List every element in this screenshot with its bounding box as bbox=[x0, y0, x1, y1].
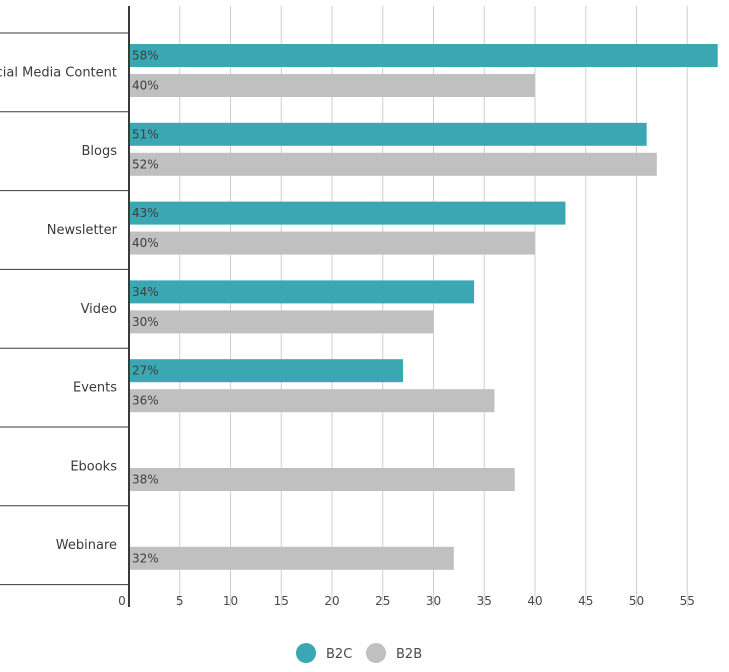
legend-label: B2C bbox=[326, 647, 352, 662]
data-label: 43% bbox=[132, 206, 159, 220]
data-label: 40% bbox=[132, 79, 159, 93]
category-label: Events bbox=[73, 381, 117, 396]
bar-b2b bbox=[130, 74, 535, 97]
legend: B2C B2B bbox=[296, 643, 422, 663]
x-tick-label: 30 bbox=[426, 594, 441, 608]
category-labels: Social Media Content Blogs Newsletter Video… bbox=[0, 65, 118, 553]
data-label: 36% bbox=[132, 394, 159, 408]
bar-b2c bbox=[130, 201, 566, 225]
category-label: Webinare bbox=[56, 538, 117, 553]
data-label: 34% bbox=[132, 285, 159, 299]
bar-b2c bbox=[130, 359, 404, 383]
category-label: Newsletter bbox=[47, 223, 118, 238]
category-label: Blogs bbox=[81, 144, 117, 159]
x-tick-label: 20 bbox=[324, 594, 339, 608]
bar-b2c bbox=[130, 122, 647, 146]
category-label: Social Media Content bbox=[0, 65, 117, 80]
x-tick-label: 15 bbox=[274, 594, 289, 608]
bars: 58% 40% 51% 52% 43% 40% 34% 30% 27% 36% 38% 32% bbox=[130, 44, 718, 570]
data-label: 52% bbox=[132, 157, 159, 171]
data-label: 38% bbox=[132, 473, 159, 487]
x-tick-label: 25 bbox=[375, 594, 390, 608]
category-label: Ebooks bbox=[70, 459, 117, 474]
x-tick-label: 35 bbox=[477, 594, 492, 608]
data-label: 30% bbox=[132, 315, 159, 329]
grid-lines bbox=[179, 6, 688, 607]
bar-b2b bbox=[130, 310, 434, 334]
legend-swatch-b2c bbox=[296, 643, 316, 663]
legend-swatch-b2b bbox=[366, 643, 386, 663]
x-tick-label: 45 bbox=[578, 594, 593, 608]
x-axis-ticks: 0 5 10 15 20 25 30 35 40 45 50 55 bbox=[118, 594, 695, 608]
bar-b2b bbox=[130, 546, 454, 570]
bar-b2b bbox=[130, 231, 535, 255]
data-label: 40% bbox=[132, 236, 159, 250]
bar-b2b bbox=[130, 152, 657, 176]
bar-b2c bbox=[130, 280, 475, 304]
category-label: Video bbox=[81, 302, 117, 317]
data-label: 51% bbox=[132, 127, 159, 141]
x-tick-label: 55 bbox=[680, 594, 695, 608]
x-tick-label: 50 bbox=[629, 594, 644, 608]
x-tick-label: 10 bbox=[223, 594, 238, 608]
x-tick-label: 40 bbox=[527, 594, 542, 608]
legend-label: B2B bbox=[396, 647, 422, 662]
bar-b2b bbox=[130, 468, 515, 491]
data-label: 32% bbox=[132, 551, 159, 565]
bar-b2b bbox=[130, 389, 495, 413]
data-label: 58% bbox=[132, 49, 159, 63]
data-label: 27% bbox=[132, 364, 159, 378]
x-tick-label: 0 bbox=[118, 594, 126, 608]
bar-b2c bbox=[130, 44, 718, 67]
category-separators bbox=[0, 32, 129, 586]
x-tick-label: 5 bbox=[176, 594, 184, 608]
